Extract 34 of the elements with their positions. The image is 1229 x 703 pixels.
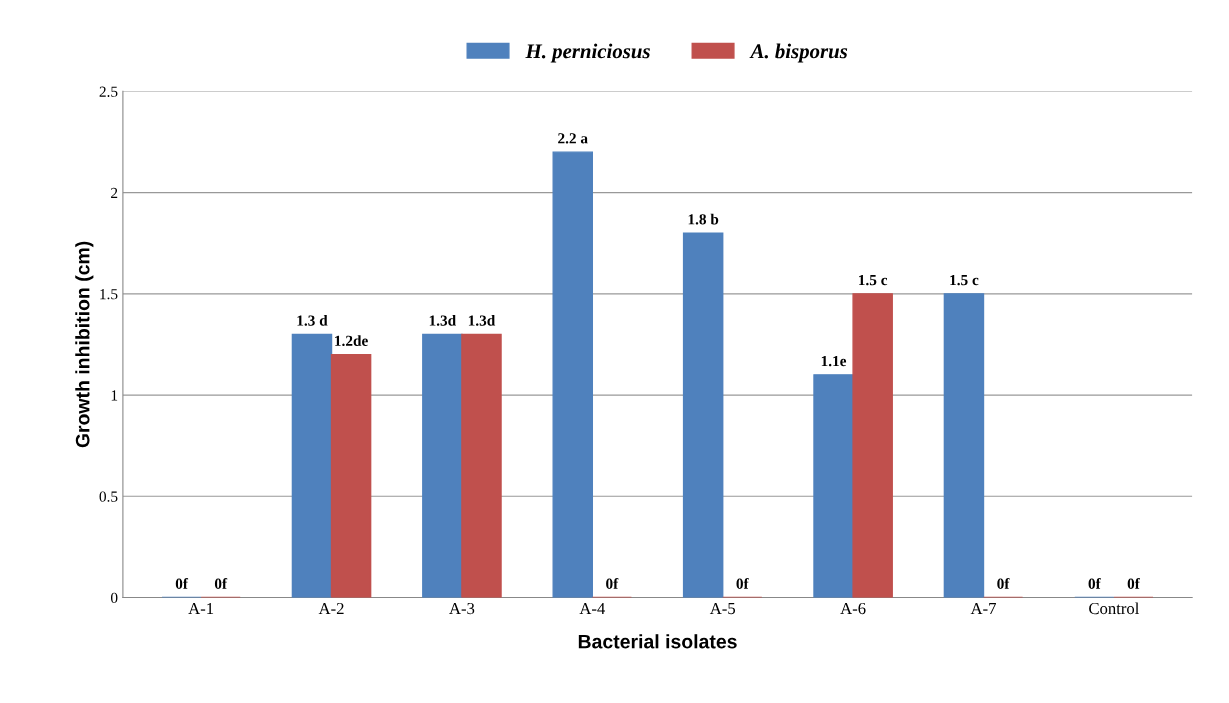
y-tick-label: 2.5 [99, 86, 118, 97]
data-label: 0f [736, 577, 749, 589]
data-label: 0f [997, 577, 1010, 589]
data-label: 0f [1127, 577, 1140, 589]
data-label: 1.5 c [859, 274, 888, 286]
x-tick-label: A-3 [449, 602, 475, 615]
data-label: 1.8 b [688, 213, 719, 225]
x-tick-label: A-4 [579, 602, 606, 614]
data-label: 1.3 d [297, 314, 328, 326]
legend-label: A. bisporus [749, 43, 848, 63]
data-label: 0f [175, 577, 189, 589]
data-label: 0f [214, 577, 228, 589]
data-label: 1.3d [429, 314, 456, 326]
x-tick-label: Control [1089, 602, 1140, 615]
x-tick-label: A-2 [318, 602, 344, 614]
data-label: 1.5 c [950, 274, 979, 286]
x-tick-label: A-7 [970, 602, 996, 614]
data-label: 0f [1088, 577, 1101, 589]
legend-label: H. perniciosus [525, 43, 650, 63]
data-label: 2.2 a [558, 133, 588, 144]
y-tick-label: 1 [111, 390, 118, 401]
data-label: 1.2de [335, 335, 368, 346]
data-label: 0f [606, 577, 619, 589]
data-label: 1.1e [821, 355, 847, 367]
x-tick-label: A-1 [188, 602, 214, 614]
x-tick-label: A-5 [709, 602, 736, 615]
y-tick-label: 0.5 [99, 491, 118, 502]
data-label: 1.3d [468, 314, 496, 326]
x-axis-title: Bacterial isolates [578, 634, 737, 649]
y-tick-label: 0 [110, 592, 118, 603]
x-tick-label: A-6 [840, 602, 866, 615]
y-tick-label: 1.5 [100, 289, 118, 300]
y-axis-title: Growth inhibition (cm) [75, 241, 94, 448]
y-tick-label: 2 [111, 187, 118, 198]
